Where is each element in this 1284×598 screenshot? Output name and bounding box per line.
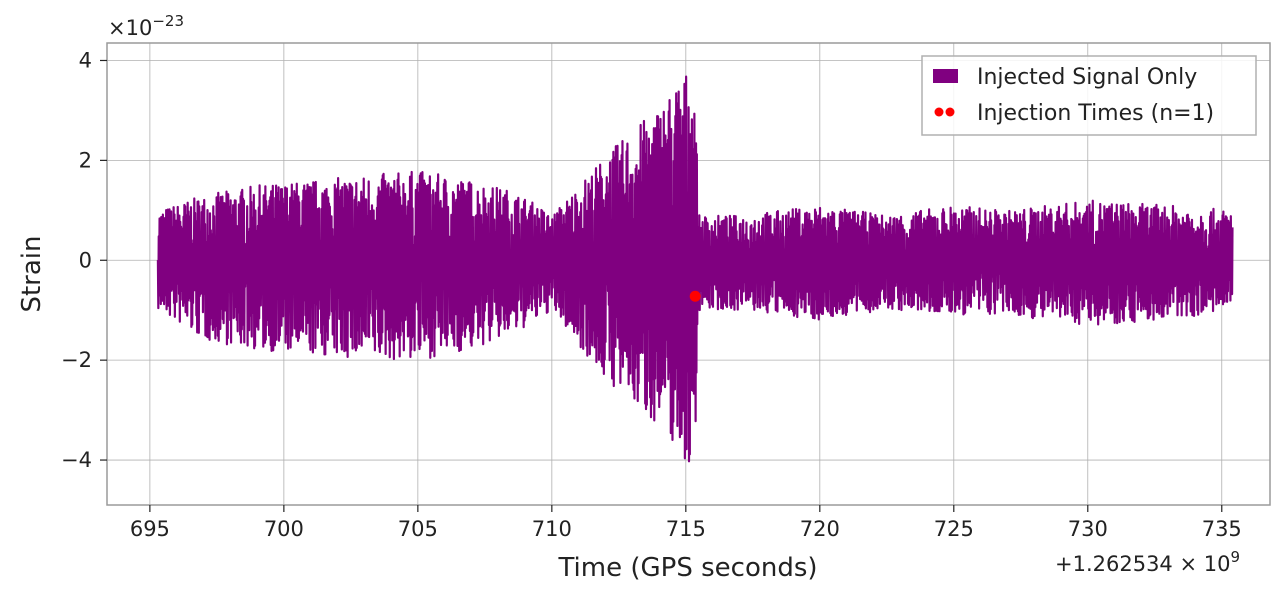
axis-ticks: 695 700 705 710 715 720 725 730 735 −4 −2 0 2 4 <box>61 48 1242 541</box>
y-tick-label: −4 <box>61 448 92 472</box>
y-scale-label: ×10−23 <box>108 12 184 40</box>
legend-label-injection: Injection Times (n=1) <box>977 101 1214 126</box>
plot-frame <box>106 42 1271 506</box>
x-offset-label: +1.262534 × 109 <box>1055 548 1240 576</box>
x-tick-label: 730 <box>1068 517 1108 541</box>
legend: Injected Signal Only Injection Times (n=… <box>921 55 1257 136</box>
series-group <box>156 75 1234 463</box>
y-tick-label: −2 <box>61 348 92 372</box>
x-tick-label: 705 <box>398 517 438 541</box>
x-tick-label: 700 <box>264 517 304 541</box>
signal-line <box>156 75 1234 463</box>
legend-marker-injection-1 <box>934 107 944 117</box>
legend-box <box>921 55 1257 136</box>
legend-label-signal: Injected Signal Only <box>977 65 1197 90</box>
y-scale-exponent: −23 <box>152 12 184 30</box>
x-tick-label: 725 <box>934 517 974 541</box>
y-tick-label: 0 <box>79 248 92 272</box>
legend-marker-injection-2 <box>945 107 955 117</box>
x-axis-label: Time (GPS seconds) <box>557 553 817 583</box>
y-tick-label: 2 <box>79 148 92 172</box>
x-tick-label: 720 <box>800 517 840 541</box>
y-axis-label: Strain <box>17 235 47 312</box>
x-tick-label: 710 <box>532 517 572 541</box>
x-tick-label: 735 <box>1202 517 1242 541</box>
x-tick-label: 695 <box>130 517 170 541</box>
x-offset-exponent: 9 <box>1230 548 1240 566</box>
injection-point <box>689 290 701 302</box>
legend-swatch-signal <box>933 69 958 83</box>
x-tick-label: 715 <box>666 517 706 541</box>
y-tick-label: 4 <box>79 48 92 72</box>
